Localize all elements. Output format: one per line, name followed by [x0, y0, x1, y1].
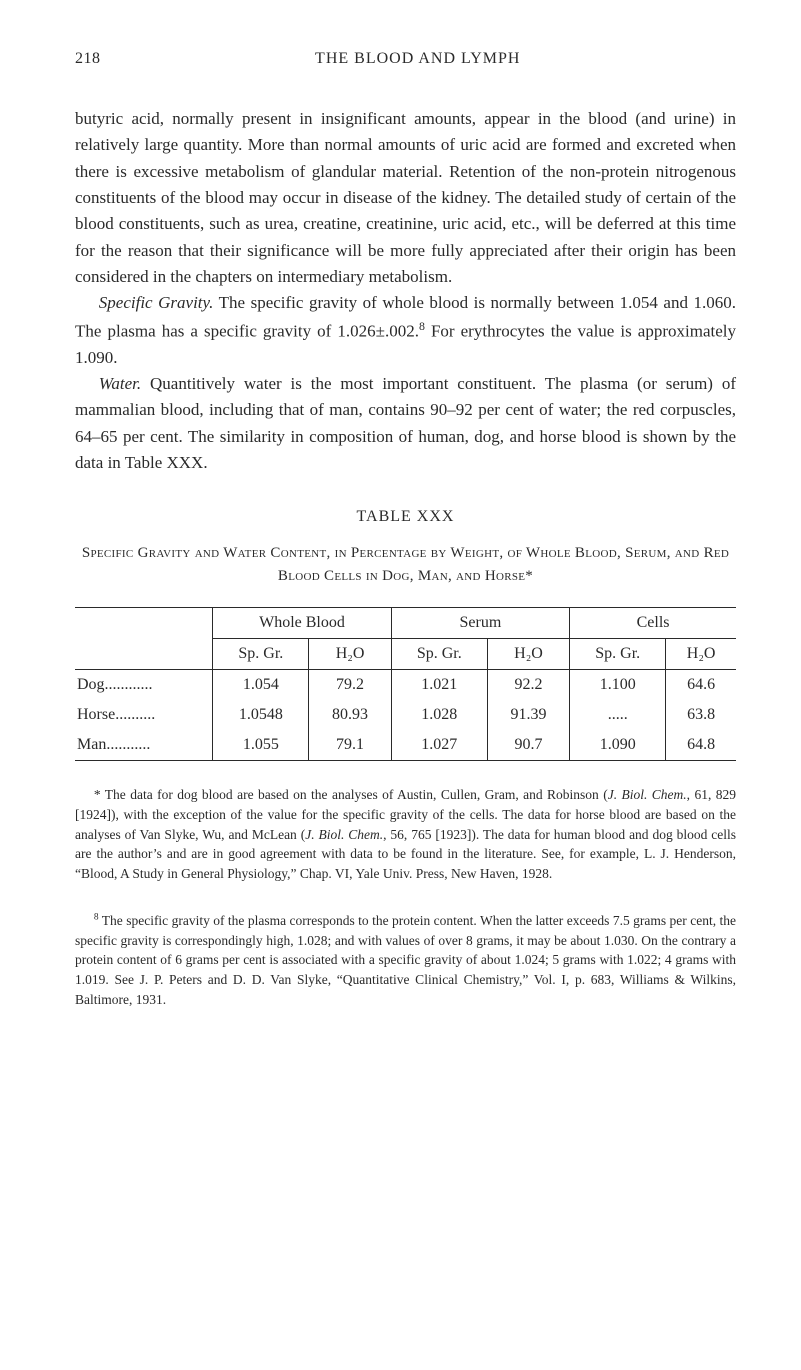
table-caption: Specific Gravity and Water Content, in P… — [75, 542, 736, 587]
cell: ..... — [570, 700, 666, 730]
cell: 92.2 — [487, 670, 569, 701]
footnote-star-ital2: J. Biol. Chem. — [305, 827, 383, 842]
data-table: Whole Blood Serum Cells Sp. Gr. H₂O Sp. … — [75, 607, 736, 761]
footnote-star-ital1: J. Biol. Chem. — [608, 787, 687, 802]
sub-header-h2o-3: H₂O — [666, 639, 736, 670]
page-number: 218 — [75, 50, 101, 68]
cell: 1.054 — [213, 670, 309, 701]
footnote-8: 8 The specific gravity of the plasma cor… — [75, 911, 736, 1009]
table-row: Horse.......... 1.0548 80.93 1.028 91.39… — [75, 700, 736, 730]
sub-header-spgr-3: Sp. Gr. — [570, 639, 666, 670]
cell: 1.090 — [570, 730, 666, 761]
running-title: THE BLOOD AND LYMPH — [315, 50, 520, 68]
paragraph-2-lead: Specific Gravity. — [99, 293, 214, 312]
cell: 64.8 — [666, 730, 736, 761]
header-spacer — [735, 50, 736, 68]
cell: 79.2 — [309, 670, 391, 701]
cell: 91.39 — [487, 700, 569, 730]
sub-header-spgr-1: Sp. Gr. — [213, 639, 309, 670]
cell: 1.0548 — [213, 700, 309, 730]
cell: 63.8 — [666, 700, 736, 730]
page-container: 218 THE BLOOD AND LYMPH butyric acid, no… — [0, 0, 801, 1069]
cell: 80.93 — [309, 700, 391, 730]
paragraph-3: Water. Quantitively water is the most im… — [75, 371, 736, 476]
row-label: Dog............ — [75, 670, 213, 701]
paragraph-3-lead: Water. — [99, 374, 141, 393]
table-corner-cell — [75, 608, 213, 639]
table-head: Whole Blood Serum Cells Sp. Gr. H₂O Sp. … — [75, 608, 736, 670]
paragraph-1: butyric acid, normally present in insign… — [75, 106, 736, 290]
group-header-cells: Cells — [570, 608, 736, 639]
cell: 1.100 — [570, 670, 666, 701]
table-body: Dog............ 1.054 79.2 1.021 92.2 1.… — [75, 670, 736, 761]
footnote-star-a: * The data for dog blood are based on th… — [94, 787, 608, 802]
cell: 1.021 — [391, 670, 487, 701]
cell: 90.7 — [487, 730, 569, 761]
table-row: Man........... 1.055 79.1 1.027 90.7 1.0… — [75, 730, 736, 761]
sub-header-spgr-2: Sp. Gr. — [391, 639, 487, 670]
cell: 64.6 — [666, 670, 736, 701]
group-header-whole-blood: Whole Blood — [213, 608, 391, 639]
table-title: TABLE XXX — [75, 508, 736, 526]
cell: 1.055 — [213, 730, 309, 761]
row-label: Man........... — [75, 730, 213, 761]
cell: 1.027 — [391, 730, 487, 761]
cell: 79.1 — [309, 730, 391, 761]
cell: 1.028 — [391, 700, 487, 730]
page-header: 218 THE BLOOD AND LYMPH — [75, 50, 736, 68]
footnote-8-text: The specific gravity of the plasma corre… — [75, 913, 736, 1006]
row-label: Horse.......... — [75, 700, 213, 730]
paragraph-3-text: Quantitively water is the most important… — [75, 374, 736, 472]
group-header-serum: Serum — [391, 608, 569, 639]
table-row: Dog............ 1.054 79.2 1.021 92.2 1.… — [75, 670, 736, 701]
footnote-star: * The data for dog blood are based on th… — [75, 785, 736, 883]
table-group-header-row: Whole Blood Serum Cells — [75, 608, 736, 639]
paragraph-2: Specific Gravity. The specific gravity o… — [75, 290, 736, 371]
sub-header-h2o-2: H₂O — [487, 639, 569, 670]
table-sub-header-row: Sp. Gr. H₂O Sp. Gr. H₂O Sp. Gr. H₂O — [75, 639, 736, 670]
sub-header-empty — [75, 639, 213, 670]
sub-header-h2o-1: H₂O — [309, 639, 391, 670]
